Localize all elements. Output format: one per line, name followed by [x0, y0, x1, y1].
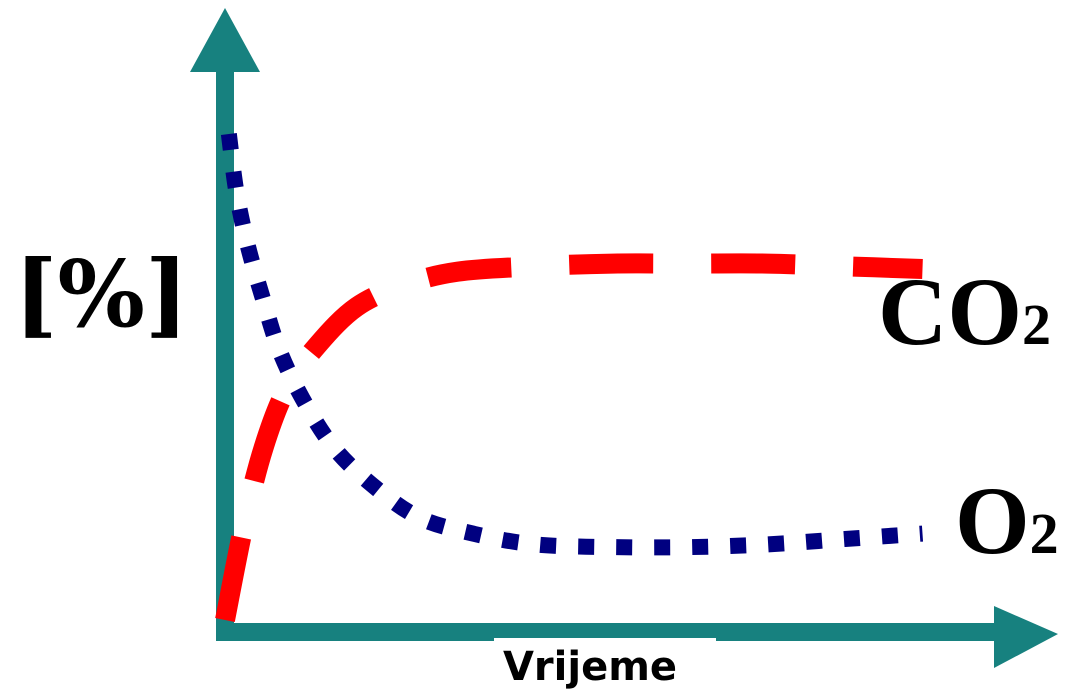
series-label-co2: CO2	[878, 258, 1051, 365]
x-axis-label-box	[494, 638, 716, 690]
y-axis-arrow-icon	[190, 8, 260, 72]
series-label-o2: O2	[955, 467, 1059, 574]
y-axis-label: [%]	[14, 240, 188, 348]
series-label-co2-main: CO	[878, 258, 1022, 365]
x-axis-label: Vrijeme	[503, 644, 677, 690]
x-axis-arrow-icon	[994, 606, 1058, 668]
series-label-o2-sub: 2	[1030, 501, 1059, 566]
series-layer	[215, 132, 924, 622]
series-label-co2-sub: 2	[1022, 292, 1051, 357]
axes	[190, 8, 1058, 668]
series-line-co2	[215, 253, 923, 622]
series-line-o2	[220, 132, 924, 556]
series-label-o2-main: O	[955, 467, 1030, 574]
